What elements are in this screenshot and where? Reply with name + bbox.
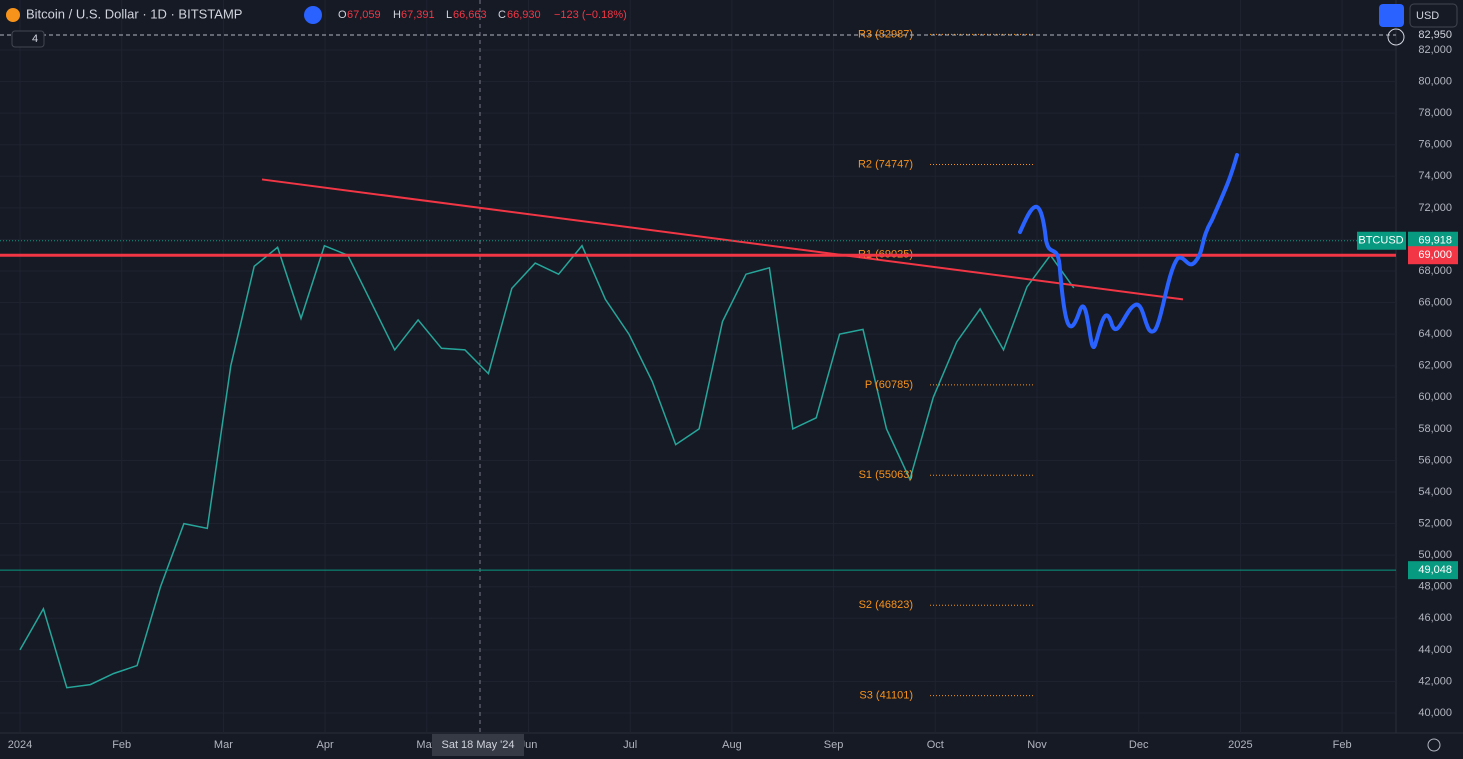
symbol-icon: [6, 8, 20, 22]
ohlc-label: C: [498, 9, 506, 21]
add-button[interactable]: [1387, 28, 1405, 46]
y-tick-label: 44,000: [1418, 644, 1452, 656]
y-tick-label: 74,000: [1418, 170, 1452, 182]
pivot-label: S2 (46823): [859, 599, 913, 611]
x-tick-label: Mar: [214, 739, 233, 751]
y-tick-label: 50,000: [1418, 549, 1452, 561]
price-line: [19, 244, 1075, 689]
ohlc-label: L: [446, 9, 452, 21]
price-tag: 49,048: [1418, 564, 1452, 576]
y-tick-label: 76,000: [1418, 139, 1452, 151]
price-tag: 69,000: [1418, 249, 1452, 261]
price-tag: 82,950: [1418, 29, 1452, 41]
crosshair-tag: [432, 734, 524, 756]
pivot-label: S1 (55063): [859, 469, 913, 481]
x-tick-label: Jun: [520, 739, 538, 751]
y-tick-label: 42,000: [1418, 675, 1452, 687]
x-tick-label: Aug: [722, 739, 742, 751]
crosshair-label: Sat 18 May '24: [441, 739, 514, 751]
ohlc-value: 67,059: [347, 9, 381, 21]
price-tag-bg: [1408, 231, 1458, 250]
drawn-projection: [1018, 153, 1239, 350]
symbol-tag: BTCUSD: [1358, 235, 1403, 247]
pivot-label: S3 (41101): [859, 690, 913, 702]
y-tick-label: 82,000: [1418, 44, 1452, 56]
x-tick-label: Dec: [1129, 739, 1149, 751]
y-tick-label: 46,000: [1418, 612, 1452, 624]
y-tick-label: 54,000: [1418, 486, 1452, 498]
y-tick-label: 80,000: [1418, 75, 1452, 87]
compare-button[interactable]: [1379, 4, 1404, 27]
y-tick-label: 66,000: [1418, 296, 1452, 308]
ohlc-change: −123 (−0.18%): [554, 9, 627, 21]
x-tick-label: 2025: [1228, 739, 1252, 751]
x-tick-label: Feb: [112, 739, 131, 751]
x-tick-label: Nov: [1027, 739, 1047, 751]
pivot-label: R3 (82987): [858, 28, 913, 40]
y-tick-label: 56,000: [1418, 454, 1452, 466]
replay-button[interactable]: [304, 6, 322, 24]
currency-button[interactable]: [1409, 3, 1458, 28]
y-tick-label: 64,000: [1418, 328, 1452, 340]
y-tick-label: 40,000: [1418, 707, 1452, 719]
settings-button[interactable]: [1427, 738, 1441, 752]
price-tag-bg: [1408, 246, 1458, 265]
x-tick-label: Sep: [824, 739, 844, 751]
price-tag-bg: [1408, 561, 1458, 580]
y-tick-label: 48,000: [1418, 581, 1452, 593]
x-tick-label: Feb: [1333, 739, 1352, 751]
y-tick-label: 62,000: [1418, 360, 1452, 372]
y-tick-label: 68,000: [1418, 265, 1452, 277]
x-tick-label: Oct: [927, 739, 944, 751]
symbol-tag-bg: [1357, 231, 1406, 250]
symbol-title: Bitcoin / U.S. Dollar · 1D · BITSTAMP: [26, 6, 242, 21]
ohlc-value: 66,663: [453, 9, 487, 21]
x-tick-label: 2024: [8, 739, 32, 751]
pivot-label: P (60785): [865, 379, 913, 391]
trendline: [261, 178, 1184, 301]
y-tick-label: 58,000: [1418, 423, 1452, 435]
indicator-count: 4: [32, 33, 38, 45]
ohlc-label: H: [393, 9, 401, 21]
y-tick-label: 72,000: [1418, 202, 1452, 214]
ohlc-label: O: [338, 9, 347, 21]
indicator-toggle[interactable]: [11, 30, 45, 48]
ohlc-value: 67,391: [401, 9, 435, 21]
ohlc-value: 66,930: [507, 9, 541, 21]
y-tick-label: 60,000: [1418, 391, 1452, 403]
price-tag: 69,918: [1418, 235, 1452, 247]
y-tick-label: 52,000: [1418, 517, 1452, 529]
x-tick-label: Apr: [317, 739, 334, 751]
y-tick-label: 78,000: [1418, 107, 1452, 119]
x-tick-label: Jul: [623, 739, 637, 751]
currency: USD: [1416, 10, 1439, 22]
pivot-label: R2 (74747): [858, 158, 913, 170]
